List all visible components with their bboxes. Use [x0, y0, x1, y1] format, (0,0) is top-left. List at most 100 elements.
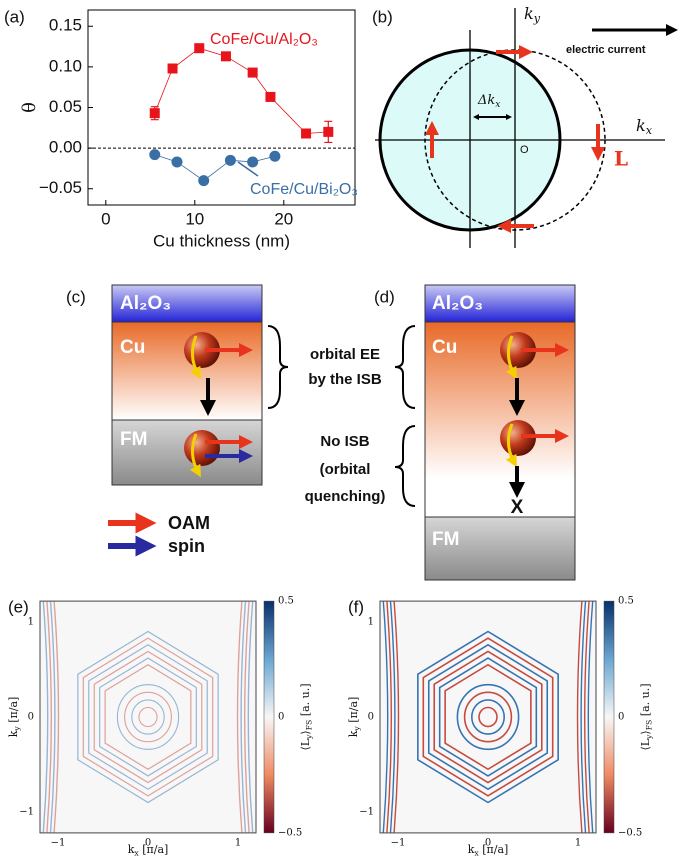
data-point [172, 156, 183, 167]
colorbar [264, 601, 274, 833]
panel-c: (c) Al₂O₃ Cu FM orbital EE by the ISB OA… [66, 285, 382, 556]
ky-label: ky [524, 4, 541, 25]
text-part: k [524, 4, 534, 23]
subscript: FS [644, 720, 653, 731]
x-axis-label: kx [π/a] [128, 843, 169, 857]
y-tick-label: −1 [19, 807, 34, 818]
data-point [194, 43, 204, 53]
note: No ISB [320, 433, 369, 450]
brace [395, 426, 415, 506]
x-tick-label: 1 [235, 837, 241, 848]
subscript: x [495, 99, 500, 109]
x-tick-label: 10 [185, 209, 204, 228]
y-tick-label: −0.05 [39, 178, 82, 197]
text-part: [π/a] [139, 843, 169, 856]
y-axis-label: ky [π/a] [347, 697, 361, 738]
data-point [221, 51, 231, 61]
data-point [149, 149, 160, 160]
orbital-ball [184, 430, 220, 466]
colorbar-label: ⟨Ly⟩FS [a. u.] [639, 683, 653, 750]
text-part: k [636, 116, 646, 135]
x-tick-label: 20 [274, 209, 293, 228]
colorbar-tick-label: 0.5 [278, 596, 294, 607]
colorbar [604, 601, 614, 833]
data-point [248, 68, 258, 78]
current-label: electric current [566, 44, 646, 56]
note: orbital EE [310, 346, 380, 363]
data-point [269, 151, 280, 162]
data-point [225, 155, 236, 166]
layer-label: FM [432, 529, 459, 550]
data-point [323, 127, 333, 137]
panel-d: (d) Al₂O₃ Cu FM X No ISB (orbital quench… [305, 285, 575, 580]
legend-label: CoFe/Cu/Bi₂O₃ [250, 181, 358, 198]
y-tick-label: 0.10 [49, 56, 82, 75]
note: by the ISB [308, 371, 382, 388]
colorbar-tick-label: −0.5 [618, 827, 642, 838]
layer-label: Al₂O₃ [120, 293, 171, 314]
text-part: [a. u.] [299, 683, 312, 719]
y-tick-label: 0.15 [49, 16, 82, 35]
y-axis-label: θ [19, 102, 40, 113]
moment-label: L [614, 147, 628, 171]
layer-label: Cu [432, 337, 457, 358]
panel-label: (b) [372, 7, 393, 26]
panel-label: (e) [8, 597, 29, 616]
data-point [301, 129, 311, 139]
kx-label: kx [636, 116, 653, 137]
y-tick-label: 0.00 [49, 138, 82, 157]
text-part: ⟨L [639, 738, 652, 750]
figure: (b) ky kx Δkx O electric current L (c) A… [0, 0, 684, 861]
x-tick-label: −1 [51, 837, 66, 848]
y-tick-label: 1 [368, 617, 374, 628]
y-axis-label: ky [π/a] [7, 697, 21, 738]
layer-label: Al₂O₃ [432, 293, 483, 314]
panel-label: (c) [66, 287, 86, 306]
subscript: y [533, 12, 541, 25]
colorbar-tick-label: 0 [278, 712, 284, 723]
brace [395, 326, 415, 408]
y-tick-label: −1 [359, 807, 374, 818]
text-part: ⟨L [299, 738, 312, 750]
panel-label: (d) [374, 287, 395, 306]
x-tick-label: 0 [101, 209, 110, 228]
legend-label: OAM [168, 513, 210, 533]
heatmap-bg [40, 601, 256, 833]
note: quenching) [305, 488, 386, 505]
x-axis-label: Cu thickness (nm) [153, 231, 290, 250]
panel-label: (f) [348, 597, 364, 616]
text-part: [a. u.] [639, 683, 652, 719]
subscript: FS [304, 720, 313, 731]
text-part: [π/a] [347, 697, 360, 727]
note: (orbital [320, 461, 371, 478]
data-point [150, 108, 160, 118]
series-line [155, 48, 329, 133]
legend-label: spin [168, 536, 205, 556]
text-part: [π/a] [479, 843, 509, 856]
data-point [198, 175, 209, 186]
legend-label: CoFe/Cu/Al₂O₃ [210, 31, 318, 48]
data-point [247, 156, 258, 167]
panel-label: (a) [4, 7, 25, 26]
brace [268, 326, 288, 408]
y-tick-label: 0.05 [49, 97, 82, 116]
x-axis-label: kx [π/a] [468, 843, 509, 857]
origin-label: O [520, 144, 529, 156]
y-tick-label: 0 [28, 712, 34, 723]
text-part: [π/a] [7, 697, 20, 727]
data-point [265, 92, 275, 102]
colorbar-tick-label: 0 [618, 712, 624, 723]
text-part: Δk [477, 93, 495, 108]
colorbar-tick-label: −0.5 [278, 827, 302, 838]
subscript: x [646, 124, 653, 137]
heatmap-panel: (f)10−1−101kx [π/a]ky [π/a]0.50−0.5⟨Ly⟩F… [347, 594, 653, 858]
colorbar-tick-label: 0.5 [618, 596, 634, 607]
colorbar-label: ⟨Ly⟩FS [a. u.] [299, 683, 313, 750]
blocked-mark: X [511, 497, 524, 518]
heatmap-panel: (e)10−1−101kx [π/a]ky [π/a]0.50−0.5⟨Ly⟩F… [7, 594, 313, 858]
y-tick-label: 1 [28, 617, 34, 628]
panel-b: (b) ky kx Δkx O electric current L [372, 4, 672, 249]
x-tick-label: −1 [391, 837, 406, 848]
y-tick-label: 0 [368, 712, 374, 723]
data-point [168, 64, 178, 74]
